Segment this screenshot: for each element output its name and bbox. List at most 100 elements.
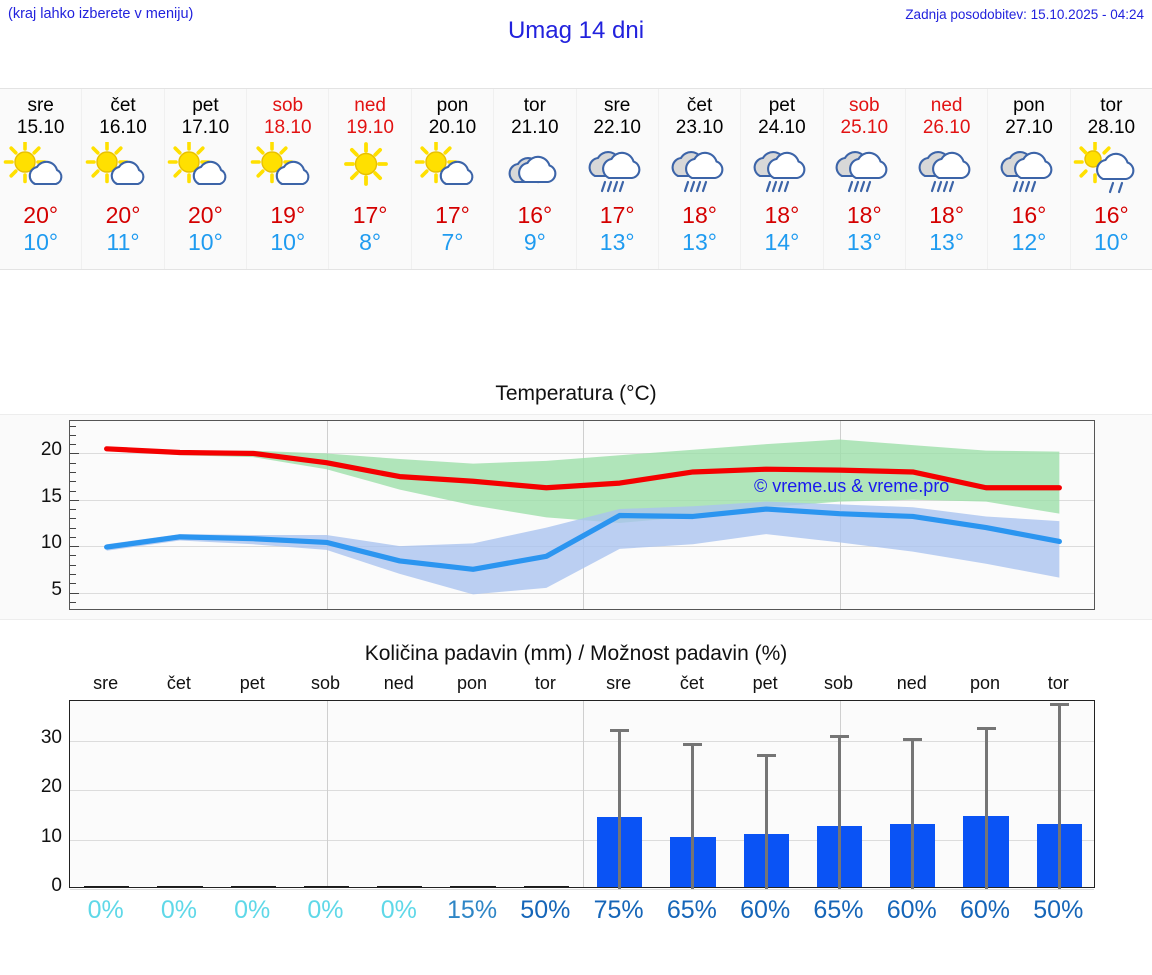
precipitation-bar[interactable]	[303, 885, 350, 887]
day-max-temp: 18°	[846, 202, 882, 228]
temperature-axis-tick	[70, 527, 76, 529]
day-card[interactable]: sre 22.10 17° 13°	[577, 89, 659, 269]
sun-cloud-icon	[3, 142, 79, 194]
day-card[interactable]: tor 21.10 16° 9°	[494, 89, 577, 269]
day-name: tor	[1100, 95, 1123, 116]
day-date: 21.10	[511, 117, 559, 138]
day-max-temp: 18°	[764, 202, 800, 228]
temperature-axis-tick	[70, 536, 76, 538]
cloud-icon	[497, 142, 573, 194]
sun-cloud-icon	[167, 142, 243, 194]
day-name: pon	[436, 95, 469, 116]
day-max-temp: 20°	[105, 202, 141, 228]
day-date: 17.10	[181, 117, 230, 138]
precipitation-bar[interactable]	[83, 885, 130, 887]
precipitation-error-bar	[691, 742, 695, 889]
day-card[interactable]: pon 27.10 16° 12°	[988, 89, 1071, 269]
day-name: pet	[192, 95, 219, 116]
temperature-axis-tick	[70, 434, 76, 436]
precipitation-chart-section: Količina padavin (mm) / Možnost padavin …	[0, 642, 1152, 975]
day-card[interactable]: ned 19.10 17° 8°	[329, 89, 412, 269]
day-date: 16.10	[99, 117, 147, 138]
day-card[interactable]: čet 23.10 18° 13°	[659, 89, 742, 269]
precipitation-bar[interactable]	[230, 885, 276, 887]
rain-icon	[909, 142, 985, 194]
precipitation-bar[interactable]	[157, 885, 203, 887]
day-card[interactable]: sob 25.10 18° 13°	[824, 89, 906, 269]
precipitation-probability: 50%	[1033, 896, 1084, 924]
min-temp-range-band	[106, 501, 1060, 595]
day-card[interactable]: tor 28.10 16° 10°	[1071, 89, 1152, 269]
day-max-temp: 17°	[599, 202, 635, 228]
rain-icon	[826, 142, 902, 194]
temperature-gridline	[70, 453, 1094, 455]
temperature-y-tick-label: 5	[51, 578, 62, 600]
precipitation-day-label: tor	[1047, 673, 1069, 693]
precipitation-day-label: sob	[310, 673, 340, 693]
precipitation-bar[interactable]	[523, 885, 569, 887]
sun-cloud-icon	[250, 142, 326, 194]
precipitation-day-label: pet	[752, 673, 778, 693]
day-date: 26.10	[922, 117, 971, 138]
precipitation-day-label: pon	[457, 673, 488, 693]
day-card[interactable]: čet 16.10 20° 11°	[82, 89, 165, 269]
day-date: 23.10	[675, 117, 724, 138]
day-min-temp: 13°	[846, 229, 882, 255]
precipitation-error-cap	[1049, 703, 1069, 706]
day-max-temp: 18°	[929, 202, 965, 228]
temperature-axis-tick	[70, 499, 79, 501]
temperature-chart-title: Temperatura (°C)	[495, 382, 657, 405]
precipitation-day-label: sre	[93, 673, 119, 693]
day-name: pet	[768, 95, 796, 116]
day-date: 18.10	[263, 117, 312, 138]
day-max-temp: 18°	[682, 202, 717, 228]
day-max-temp: 16°	[1093, 202, 1129, 228]
day-min-temp: 9°	[523, 229, 546, 255]
temperature-axis-tick	[70, 509, 76, 510]
day-min-temp: 10°	[23, 229, 59, 255]
day-name: sob	[848, 95, 880, 116]
day-date: 19.10	[346, 117, 394, 138]
precipitation-bar[interactable]	[377, 885, 423, 887]
temperature-chart-section: Temperatura (°C) © vreme.us & vreme.pro …	[0, 382, 1152, 620]
temperature-y-tick-label: 15	[40, 485, 62, 507]
precipitation-error-bar	[838, 734, 841, 889]
day-name: ned	[354, 95, 386, 116]
precipitation-probability: 65%	[813, 896, 864, 924]
day-card[interactable]: sre 15.10 20° 10°	[0, 89, 83, 269]
precipitation-bar[interactable]	[450, 885, 496, 887]
day-name: sre	[603, 95, 631, 116]
min-temp-line	[104, 506, 1062, 572]
temperature-axis-tick	[70, 462, 76, 464]
temperature-axis-tick	[70, 453, 79, 455]
day-max-temp: 16°	[517, 202, 553, 228]
temperature-axis-tick	[70, 564, 76, 566]
day-min-temp: 12°	[1011, 229, 1047, 255]
day-card[interactable]: pon 20.10 17° 7°	[412, 89, 495, 269]
precipitation-probability: 0%	[307, 896, 344, 924]
day-min-temp: 10°	[270, 229, 306, 255]
day-card[interactable]: ned 26.10 18° 13°	[906, 89, 989, 269]
precipitation-probability: 60%	[959, 896, 1011, 924]
precipitation-day-label: ned	[896, 673, 927, 693]
temperature-y-tick-label: 10	[40, 532, 62, 554]
day-min-temp: 8°	[359, 229, 382, 255]
day-min-temp: 13°	[682, 229, 717, 255]
precipitation-vgridline	[583, 701, 584, 887]
precipitation-probability: 50%	[520, 896, 571, 924]
precipitation-error-bar	[1057, 703, 1061, 889]
day-date: 28.10	[1087, 117, 1136, 138]
day-card[interactable]: pet 24.10 18° 14°	[741, 89, 824, 269]
day-date: 22.10	[593, 117, 641, 138]
precipitation-gridline	[70, 839, 1094, 841]
day-card[interactable]: pet 17.10 20° 10°	[165, 89, 248, 269]
precipitation-y-tick-label: 20	[40, 776, 62, 798]
precipitation-day-labels: sre čet pet sob ned pon tor sre čet pet sob ned pon t…	[69, 673, 1095, 697]
day-card[interactable]: sob 18.10 19° 10°	[247, 89, 330, 269]
day-name: čet	[686, 95, 713, 116]
page-header: (kraj lahko izberete v meniju) Umag 14 d…	[0, 0, 1152, 78]
day-name: ned	[930, 95, 963, 116]
precipitation-error-bar	[618, 729, 622, 889]
max-temp-line	[104, 446, 1062, 491]
precipitation-error-cap	[903, 738, 923, 742]
